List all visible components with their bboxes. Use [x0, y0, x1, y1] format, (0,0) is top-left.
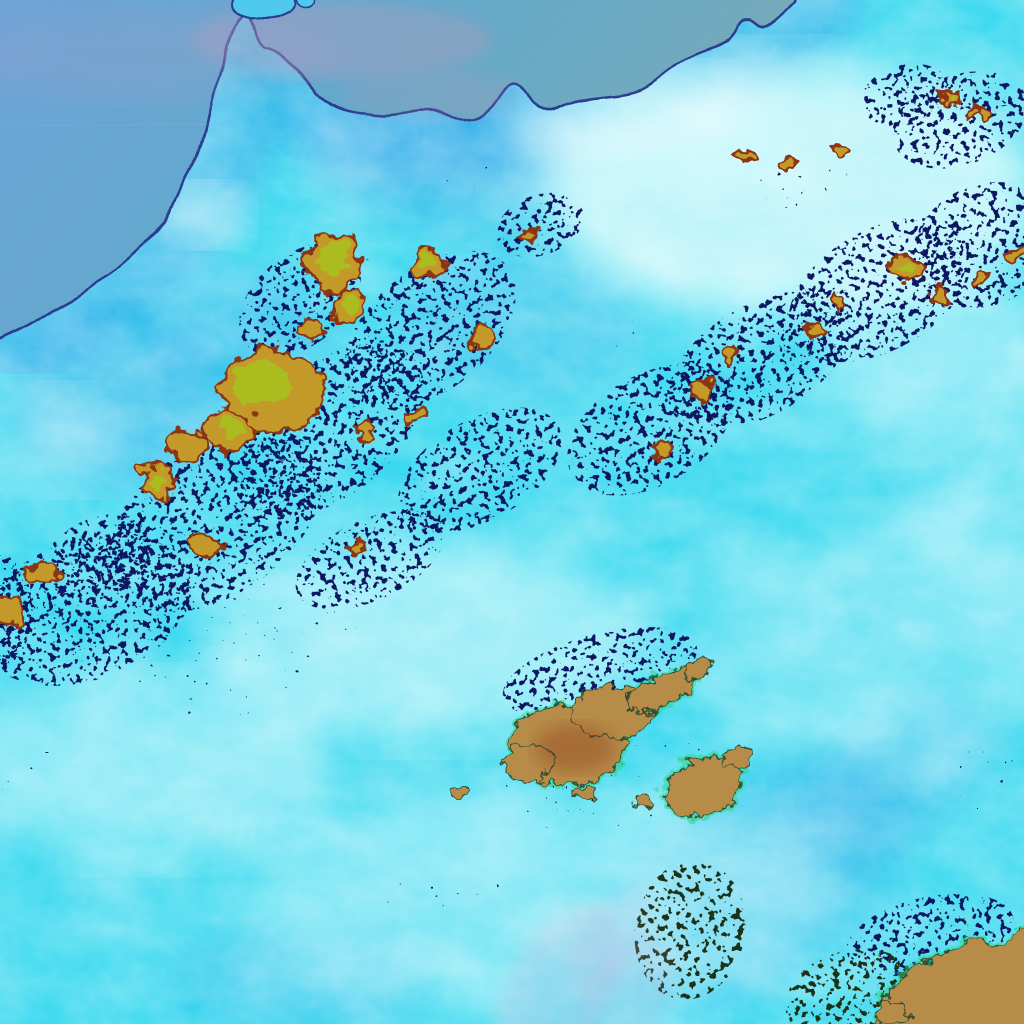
bare-ridge-blob	[294, 318, 322, 342]
bare-ridge-blob	[28, 561, 60, 585]
ridge-highlights	[148, 93, 955, 488]
speckle-cluster	[135, 580, 365, 720]
ridge-highlight	[217, 419, 243, 437]
speckle-cluster	[940, 745, 1024, 815]
speckle-cluster	[0, 747, 65, 803]
bare-terrain-island	[876, 1000, 910, 1024]
speckle-cluster	[912, 182, 1024, 308]
bare-ridge-blob	[1005, 246, 1024, 262]
bare-ridge-blob	[973, 268, 993, 286]
scanline-artifact	[0, 122, 331, 127]
bare-ridge-blob	[469, 326, 495, 354]
bare-ridge-blob	[972, 105, 988, 119]
bare-ridge-blob	[926, 286, 950, 306]
speckle-cluster	[496, 192, 584, 258]
ridge-highlight	[945, 93, 955, 101]
speckle-cluster	[860, 63, 950, 127]
bare-terrain-island	[633, 796, 653, 810]
bare-ridge-blob	[0, 592, 28, 628]
pink-streak	[567, 887, 653, 993]
ridge-highlight	[318, 237, 348, 275]
speckle-cluster	[445, 162, 495, 198]
ridge-highlight	[416, 256, 434, 270]
bare-terrain-corner-mass	[875, 930, 1024, 1024]
speckle-cluster	[360, 865, 500, 911]
bare-ridge-blob	[521, 228, 539, 244]
bare-ridge-blob	[650, 440, 670, 456]
bare-terrain-island	[720, 745, 754, 771]
bottom-pink-streaks	[497, 887, 675, 1024]
speckle-cluster	[580, 305, 660, 355]
speckle-cluster	[344, 250, 516, 410]
bare-terrain-island	[684, 657, 714, 681]
bare-terrain-island	[574, 785, 598, 801]
bare-ridge-blob	[187, 533, 223, 559]
bare-ridge-blob	[828, 143, 848, 159]
bare-ridge-blob	[347, 538, 367, 554]
bare-ridge-blob	[737, 149, 753, 163]
terrain-shading	[535, 724, 615, 772]
ridge-highlight	[148, 472, 168, 488]
bare-terrain-island	[448, 785, 468, 799]
bare-ridge-blob	[691, 378, 719, 402]
speckle-cluster	[39, 514, 151, 606]
bare-terrain-island	[663, 755, 743, 819]
ridge-highlight	[234, 361, 290, 405]
bare-ridge-blob	[776, 158, 800, 178]
speckle-cluster	[398, 407, 562, 533]
island	[230, 0, 296, 19]
haze-patch	[0, 10, 340, 100]
ridge-highlight	[898, 260, 914, 272]
bare-ridge-blob	[164, 427, 208, 463]
speckle-cluster	[752, 148, 848, 212]
sea-haze	[0, 2, 520, 120]
island	[295, 0, 315, 7]
bare-ridge-blob	[355, 420, 379, 440]
bare-ridge-blob	[407, 406, 425, 422]
haze-patch	[340, 70, 520, 120]
bare-ridge-blob	[803, 320, 827, 340]
ridge-highlight	[339, 296, 355, 310]
bare-ridge-blob	[718, 346, 740, 366]
top-islands	[230, 0, 315, 19]
bare-ridge-blob	[829, 292, 847, 308]
